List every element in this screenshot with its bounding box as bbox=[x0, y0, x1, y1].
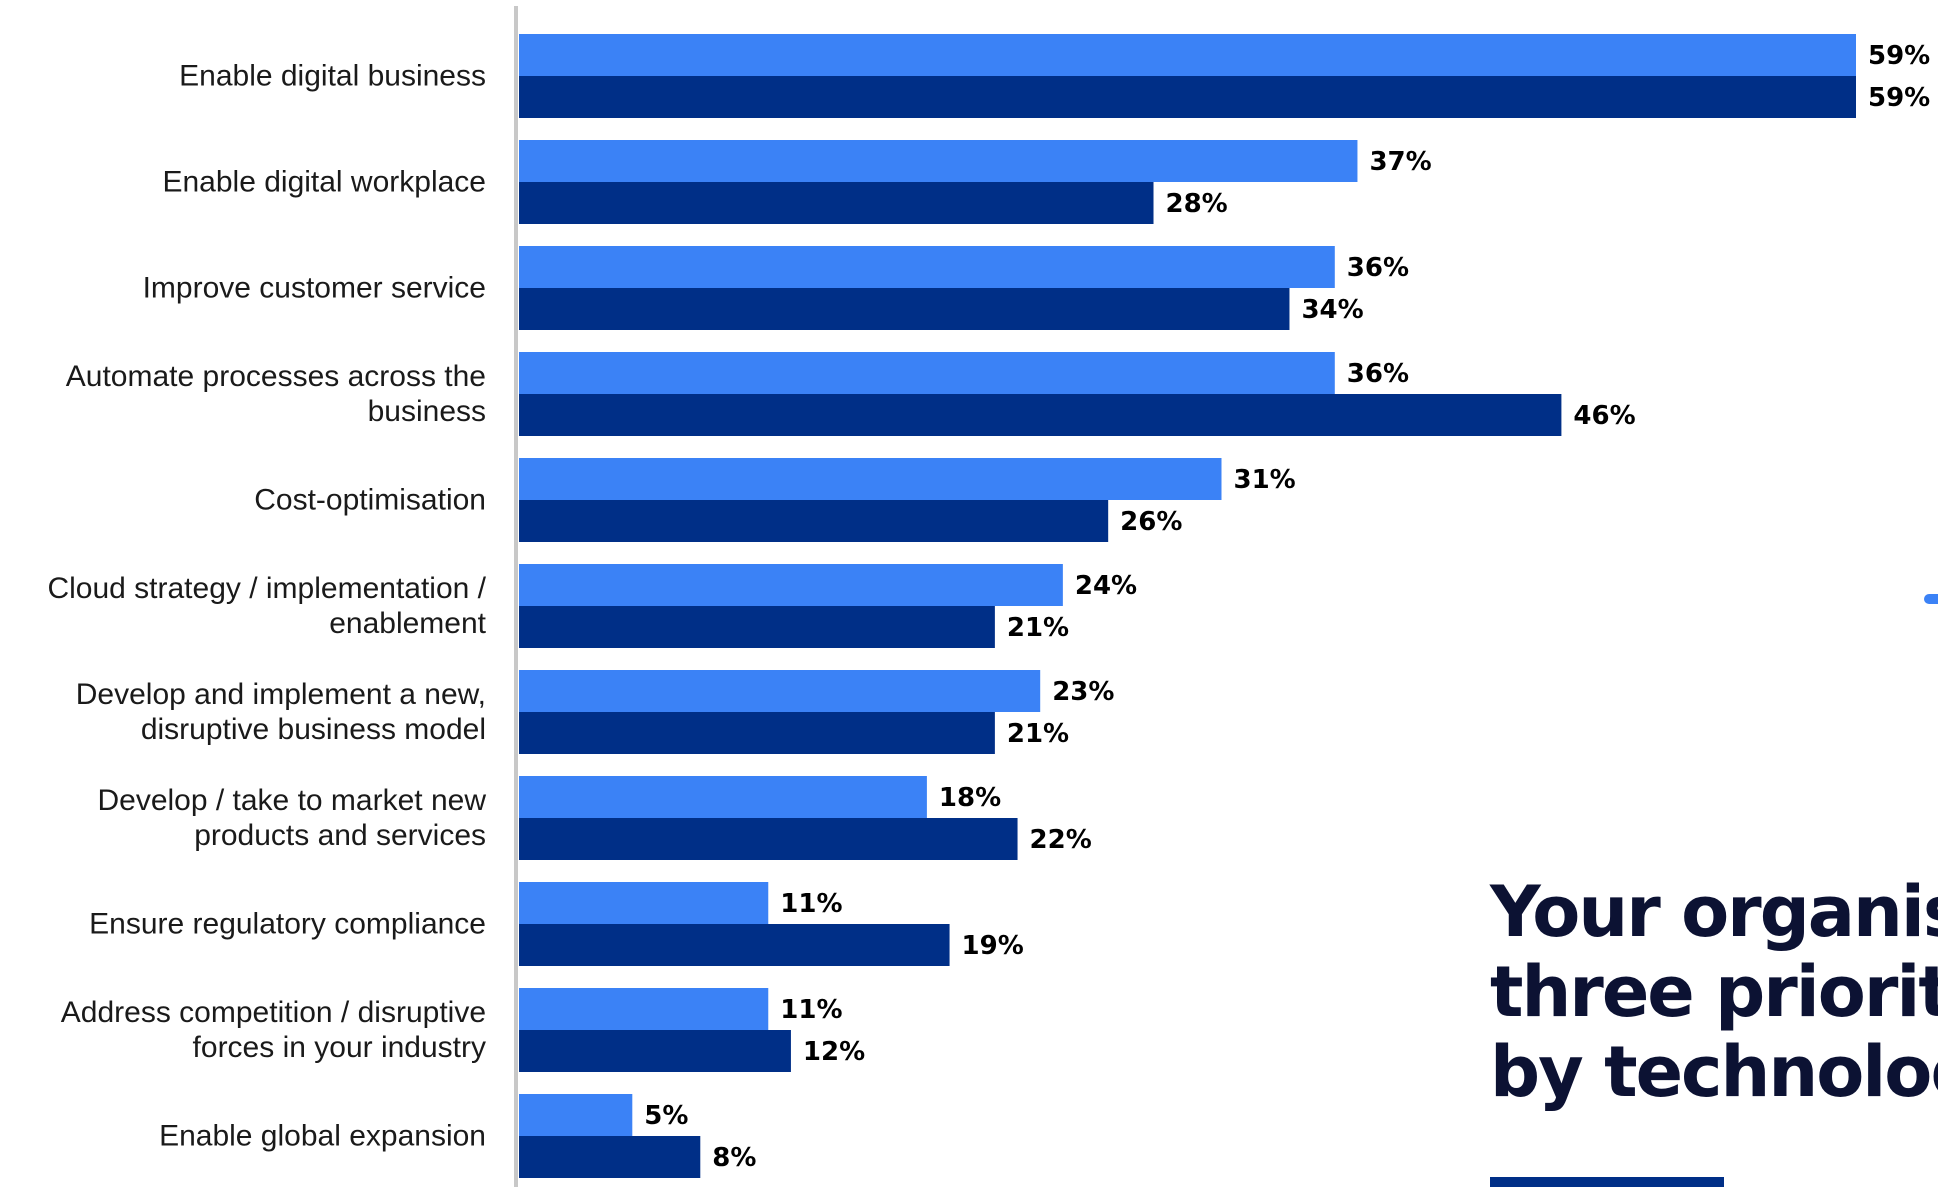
bar-light-3 bbox=[519, 352, 1335, 394]
headline-title: Your organisa three prioritie by technol… bbox=[1490, 871, 1938, 1113]
data-label-light-1: 37% bbox=[1369, 147, 1431, 177]
bar-light-4 bbox=[519, 458, 1222, 500]
category-label-line: Enable global expansion bbox=[159, 1119, 486, 1153]
bar-light-10 bbox=[519, 1094, 633, 1136]
category-label-line: Develop and implement a new, bbox=[75, 678, 486, 711]
category-label-2: Improve customer service bbox=[1, 271, 486, 306]
y-axis-line bbox=[514, 6, 518, 1187]
data-label-dark-10: 8% bbox=[712, 1143, 756, 1173]
data-label-dark-7: 22% bbox=[1030, 825, 1092, 855]
category-label-8: Ensure regulatory compliance bbox=[1, 907, 486, 942]
data-label-dark-8: 19% bbox=[962, 931, 1024, 961]
bar-light-6 bbox=[519, 670, 1041, 712]
category-label-3: Automate processes across the business bbox=[1, 359, 486, 429]
bar-dark-8 bbox=[519, 924, 950, 966]
data-label-dark-1: 28% bbox=[1166, 189, 1228, 219]
category-label-line: Address competition / disruptive bbox=[60, 996, 486, 1029]
category-label-line: enablement bbox=[329, 607, 486, 640]
category-label-line: Ensure regulatory compliance bbox=[89, 907, 486, 941]
bar-dark-9 bbox=[519, 1030, 791, 1072]
bar-dark-0 bbox=[519, 76, 1856, 118]
category-label-line: Cloud strategy / implementation / bbox=[47, 572, 486, 605]
bar-light-0 bbox=[519, 34, 1856, 76]
data-label-dark-4: 26% bbox=[1120, 507, 1182, 537]
bar-light-8 bbox=[519, 882, 769, 924]
bar-light-5 bbox=[519, 564, 1063, 606]
bar-dark-6 bbox=[519, 712, 995, 754]
category-label-line: Improve customer service bbox=[142, 271, 486, 305]
data-label-light-0: 59% bbox=[1868, 41, 1930, 71]
bar-light-2 bbox=[519, 246, 1335, 288]
category-label-line: Automate processes across the bbox=[65, 360, 486, 393]
category-label-line: Enable digital business bbox=[179, 59, 486, 93]
data-label-light-8: 11% bbox=[780, 889, 842, 919]
data-label-light-4: 31% bbox=[1233, 465, 1295, 495]
data-label-light-5: 24% bbox=[1075, 571, 1137, 601]
data-label-light-10: 5% bbox=[644, 1101, 688, 1131]
bar-light-7 bbox=[519, 776, 927, 818]
bar-dark-7 bbox=[519, 818, 1018, 860]
data-label-dark-6: 21% bbox=[1007, 719, 1069, 749]
bar-dark-3 bbox=[519, 394, 1562, 436]
bar-dark-4 bbox=[519, 500, 1109, 542]
category-label-5: Cloud strategy / implementation / enablem… bbox=[1, 571, 486, 641]
category-label-7: Develop / take to market new products and… bbox=[1, 783, 486, 853]
data-label-dark-2: 34% bbox=[1301, 295, 1363, 325]
category-label-10: Enable global expansion bbox=[1, 1119, 486, 1154]
bar-dark-1 bbox=[519, 182, 1154, 224]
bar-dark-2 bbox=[519, 288, 1290, 330]
category-label-4: Cost-optimisation bbox=[1, 483, 486, 518]
category-label-line: products and services bbox=[194, 819, 486, 852]
bar-dark-10 bbox=[519, 1136, 701, 1178]
data-label-dark-0: 59% bbox=[1868, 83, 1930, 113]
category-label-line: forces in your industry bbox=[192, 1031, 486, 1064]
category-label-line: disruptive business model bbox=[140, 713, 486, 746]
data-label-light-9: 11% bbox=[780, 995, 842, 1025]
category-label-9: Address competition / disruptive forces i… bbox=[1, 995, 486, 1065]
category-label-1: Enable digital workplace bbox=[1, 165, 486, 200]
decorative-dot bbox=[1924, 594, 1938, 604]
bar-light-1 bbox=[519, 140, 1358, 182]
data-label-light-3: 36% bbox=[1347, 359, 1409, 389]
category-label-0: Enable digital business bbox=[1, 59, 486, 94]
data-label-light-6: 23% bbox=[1052, 677, 1114, 707]
data-label-dark-3: 46% bbox=[1573, 401, 1635, 431]
data-label-light-2: 36% bbox=[1347, 253, 1409, 283]
headline-accent-bar bbox=[1490, 1177, 1724, 1187]
category-label-line: Develop / take to market new bbox=[97, 784, 486, 817]
category-label-line: Enable digital workplace bbox=[162, 165, 486, 199]
data-label-dark-5: 21% bbox=[1007, 613, 1069, 643]
bar-light-9 bbox=[519, 988, 769, 1030]
category-label-line: business bbox=[367, 395, 486, 428]
data-label-dark-9: 12% bbox=[803, 1037, 865, 1067]
category-label-6: Develop and implement a new, disruptive b… bbox=[1, 677, 486, 747]
data-label-light-7: 18% bbox=[939, 783, 1001, 813]
bar-dark-5 bbox=[519, 606, 995, 648]
category-label-line: Cost-optimisation bbox=[254, 483, 486, 517]
